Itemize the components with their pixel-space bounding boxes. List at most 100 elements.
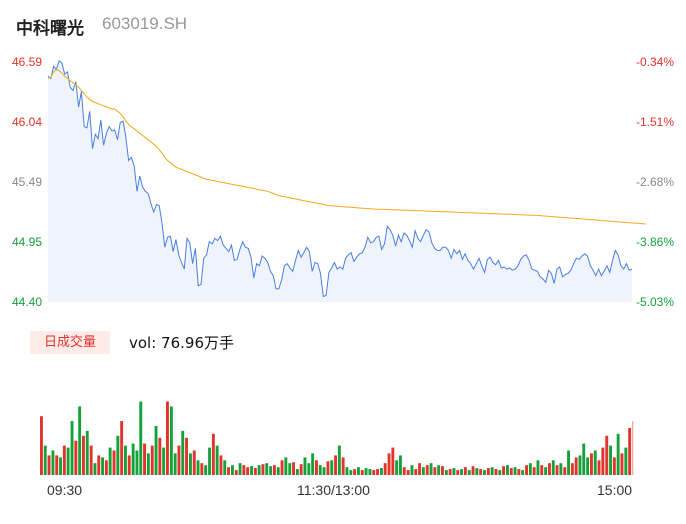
volume-bar (448, 469, 452, 475)
volume-bar (410, 465, 414, 475)
volume-bar (494, 469, 498, 475)
volume-bar (231, 465, 234, 475)
volume-bar (292, 462, 295, 475)
volume-bar (131, 443, 135, 475)
volume-bar (399, 455, 402, 475)
volume-bar (582, 443, 586, 475)
volume-bar (303, 457, 307, 475)
volume-bar (55, 455, 59, 475)
volume-bar (509, 468, 513, 475)
volume-bar (567, 450, 570, 475)
volume-bar (59, 457, 62, 475)
volume-bar (112, 450, 116, 475)
volume-bar (532, 467, 536, 475)
volume-bar (143, 443, 146, 475)
volume-bar (43, 445, 47, 475)
volume-bar (208, 447, 211, 475)
y-axis-right-label: -0.34% (635, 55, 674, 69)
y-axis-right-label: -5.03% (635, 295, 674, 309)
y-axis-left-label: 45.49 (12, 175, 43, 189)
volume-bar (364, 468, 368, 475)
volume-bar (360, 470, 364, 475)
volume-bar (471, 466, 475, 475)
volume-bar (276, 467, 280, 475)
volume-bar (437, 465, 441, 475)
volume-bar (250, 466, 253, 475)
volume-bar (521, 470, 525, 475)
volume-bar (173, 453, 177, 475)
volume-bar (47, 455, 51, 475)
volume-bar (97, 455, 101, 475)
y-axis-left-label: 46.04 (12, 115, 43, 129)
volume-bar (181, 430, 185, 475)
volume-bar (242, 465, 246, 475)
volume-bar (253, 468, 257, 475)
stock-code: 603019.SH (102, 14, 188, 33)
volume-bar (597, 460, 601, 475)
volume-bar (177, 445, 181, 475)
volume-bar (502, 466, 505, 475)
period-badge[interactable]: 日成交量 (30, 331, 110, 354)
volume-bar (234, 470, 238, 475)
volume-bar (483, 470, 486, 475)
volume-bar (406, 470, 410, 475)
volume-bar (62, 445, 66, 475)
volume-bar (418, 463, 421, 475)
volume-bar (288, 463, 292, 475)
price-line (47, 60, 633, 298)
volume-bar (525, 465, 528, 475)
volume-bar (299, 464, 303, 475)
volume-bar (269, 466, 273, 475)
volume-bar (475, 468, 479, 475)
volume-bar (101, 457, 104, 475)
volume-bar (273, 465, 276, 475)
volume-bar (265, 463, 269, 475)
volume-bar (632, 421, 634, 475)
volume-bar (368, 469, 372, 475)
volume-bar (402, 467, 406, 475)
x-tick-label: 09:30 (47, 482, 83, 498)
volume-bar (605, 435, 609, 475)
average-price-line (47, 69, 646, 225)
volume-bar (563, 467, 567, 475)
volume-bar (120, 421, 124, 475)
volume-bar (387, 453, 391, 475)
volume-bar (185, 437, 188, 475)
volume-bar (215, 445, 219, 475)
volume-bar (78, 406, 82, 475)
volume-bar (135, 450, 139, 475)
volume-bar (456, 470, 460, 475)
volume-bar (429, 463, 433, 475)
volume-bar (506, 465, 509, 475)
volume-bar (150, 445, 154, 475)
volume-bar (460, 469, 463, 475)
volume-bar (307, 463, 311, 475)
volume-bar (341, 457, 345, 475)
stock-name: 中科曙光 (16, 19, 84, 39)
volume-bar (620, 453, 624, 475)
volume-bar (196, 460, 200, 475)
volume-bar (357, 467, 360, 475)
volume-bar (154, 426, 158, 475)
volume-bar (540, 465, 544, 475)
volume-bar (467, 470, 471, 475)
volume-bar (425, 465, 429, 475)
volume-bar (593, 450, 597, 475)
volume-bar (574, 457, 578, 475)
volume-bar (284, 457, 288, 475)
price-area-fill (48, 60, 632, 303)
volume-bar (513, 467, 517, 475)
volume-bar (517, 469, 521, 475)
y-axis-left-label: 46.59 (12, 55, 43, 69)
volume-bar (189, 453, 192, 475)
volume-bar (326, 461, 330, 475)
volume-bar (70, 421, 74, 475)
volume-bar (616, 433, 620, 475)
volume-bar (139, 401, 143, 475)
volume-bar (452, 468, 456, 475)
volume-bar (414, 469, 418, 475)
volume-bar (318, 465, 322, 475)
volume-bar (158, 437, 162, 475)
volume-bar (555, 465, 559, 475)
